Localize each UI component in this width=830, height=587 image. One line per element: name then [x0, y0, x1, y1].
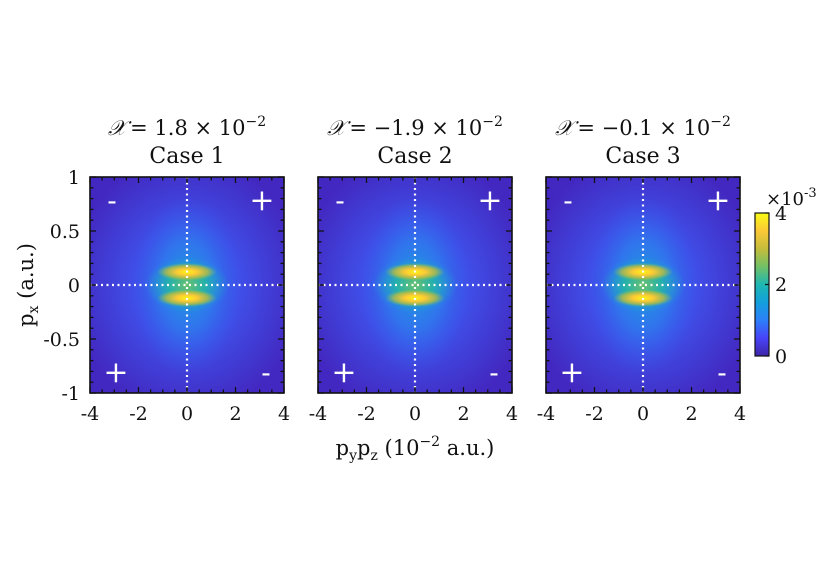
colorbar: 4 2 0 ×10-3: [754, 186, 817, 368]
quadrant-sign-top-left: -: [107, 184, 116, 217]
x-tick-label: 4: [734, 403, 746, 425]
x-tick-label: -2: [585, 403, 604, 425]
y-axis-label: px (a.u.): [14, 243, 42, 327]
y-axis-label-sub: x: [26, 305, 42, 313]
colorbar-multiplier-base: ×10: [766, 189, 804, 210]
chi-title-case-2: 𝒳 = −1.9 × 10−2: [327, 114, 503, 140]
chi-exponent: −2: [245, 114, 266, 130]
y-tick-label: 0: [68, 275, 80, 297]
x-axis-label-p1: p: [336, 436, 349, 460]
y-axis-label-main: p: [14, 313, 38, 326]
quadrant-sign-bottom-right: -: [717, 356, 726, 389]
quadrant-sign-top-right: +: [705, 183, 730, 218]
quadrant-sign-bottom-left: +: [103, 355, 128, 390]
heatmap-panel-case-1: - + + -: [89, 176, 285, 394]
chi-value: = 1.8 × 10: [126, 116, 246, 140]
quadrant-sign-top-right: +: [249, 183, 274, 218]
chi-exponent: −2: [482, 114, 503, 130]
colorbar-multiplier-exp: -3: [804, 186, 817, 201]
x-axis-label-post: a.u.): [440, 436, 494, 460]
x-axis-label-s1: y: [348, 448, 357, 464]
y-tick-label: -0.5: [43, 329, 80, 351]
x-tick-labels-case-1: -4 -2 0 2 4: [81, 403, 290, 425]
panel-titles: 𝒳 = 1.8 × 10−2 Case 1 𝒳 = −1.9 × 10−2 Ca…: [108, 114, 731, 169]
panel-title-case-2: Case 2: [377, 144, 452, 169]
x-tick-label: 4: [278, 403, 290, 425]
x-tick-label: -4: [537, 403, 556, 425]
x-tick-label: -4: [81, 403, 100, 425]
y-tick-label: -1: [61, 383, 80, 405]
x-tick-label: -2: [129, 403, 148, 425]
x-tick-label: 2: [229, 403, 241, 425]
x-tick-label: -4: [309, 403, 328, 425]
x-tick-label: 0: [637, 403, 649, 425]
colorbar-multiplier: ×10-3: [766, 186, 817, 210]
quadrant-sign-bottom-right: -: [489, 356, 498, 389]
x-tick-labels-case-2: -4 -2 0 2 4: [309, 403, 518, 425]
tick-marks: [545, 176, 741, 394]
y-tick-label: 1: [68, 167, 80, 189]
x-axis-label-pre: (10: [378, 436, 420, 460]
chi-title-case-1: 𝒳 = 1.8 × 10−2: [108, 114, 266, 140]
x-tick-label: 4: [506, 403, 518, 425]
colorbar-tick-label: 0: [775, 346, 787, 368]
quadrant-sign-top-left: -: [335, 184, 344, 217]
x-tick-label: 2: [685, 403, 697, 425]
y-tick-label: 0.5: [50, 221, 80, 243]
x-axis-label-exp: −2: [419, 434, 440, 450]
colorbar-tick-label: 2: [775, 274, 787, 296]
quadrant-sign-top-left: -: [563, 184, 572, 217]
x-axis-label-s2: z: [370, 448, 377, 464]
heatmap-panel-case-2: - + + -: [317, 176, 513, 394]
x-axis-label-p2: p: [357, 436, 370, 460]
x-tick-label: 0: [409, 403, 421, 425]
chi-value: = −1.9 × 10: [345, 116, 482, 140]
quadrant-sign-bottom-right: -: [261, 356, 270, 389]
y-tick-labels: 1 0.5 0 -0.5 -1: [43, 167, 80, 405]
quadrant-sign-bottom-left: +: [331, 355, 356, 390]
panel-title-case-3: Case 3: [605, 144, 680, 169]
colorbar-tick-label: 4: [775, 203, 787, 225]
x-axis-label: pypz (10−2 a.u.): [336, 434, 495, 464]
x-tick-label: 2: [457, 403, 469, 425]
x-tick-label: 0: [181, 403, 193, 425]
panel-title-case-1: Case 1: [149, 144, 224, 169]
quadrant-sign-bottom-left: +: [559, 355, 584, 390]
chi-value: = −0.1 × 10: [573, 116, 710, 140]
heatmap-panel-case-3: - + + -: [545, 176, 741, 394]
chi-exponent: −2: [710, 114, 731, 130]
tick-marks: [317, 176, 513, 394]
quadrant-sign-top-right: +: [477, 183, 502, 218]
tick-marks: [89, 176, 285, 394]
chi-title-case-3: 𝒳 = −0.1 × 10−2: [555, 114, 731, 140]
y-axis-label-unit: (a.u.): [14, 243, 38, 305]
x-tick-labels-case-3: -4 -2 0 2 4: [537, 403, 746, 425]
x-tick-label: -2: [357, 403, 376, 425]
